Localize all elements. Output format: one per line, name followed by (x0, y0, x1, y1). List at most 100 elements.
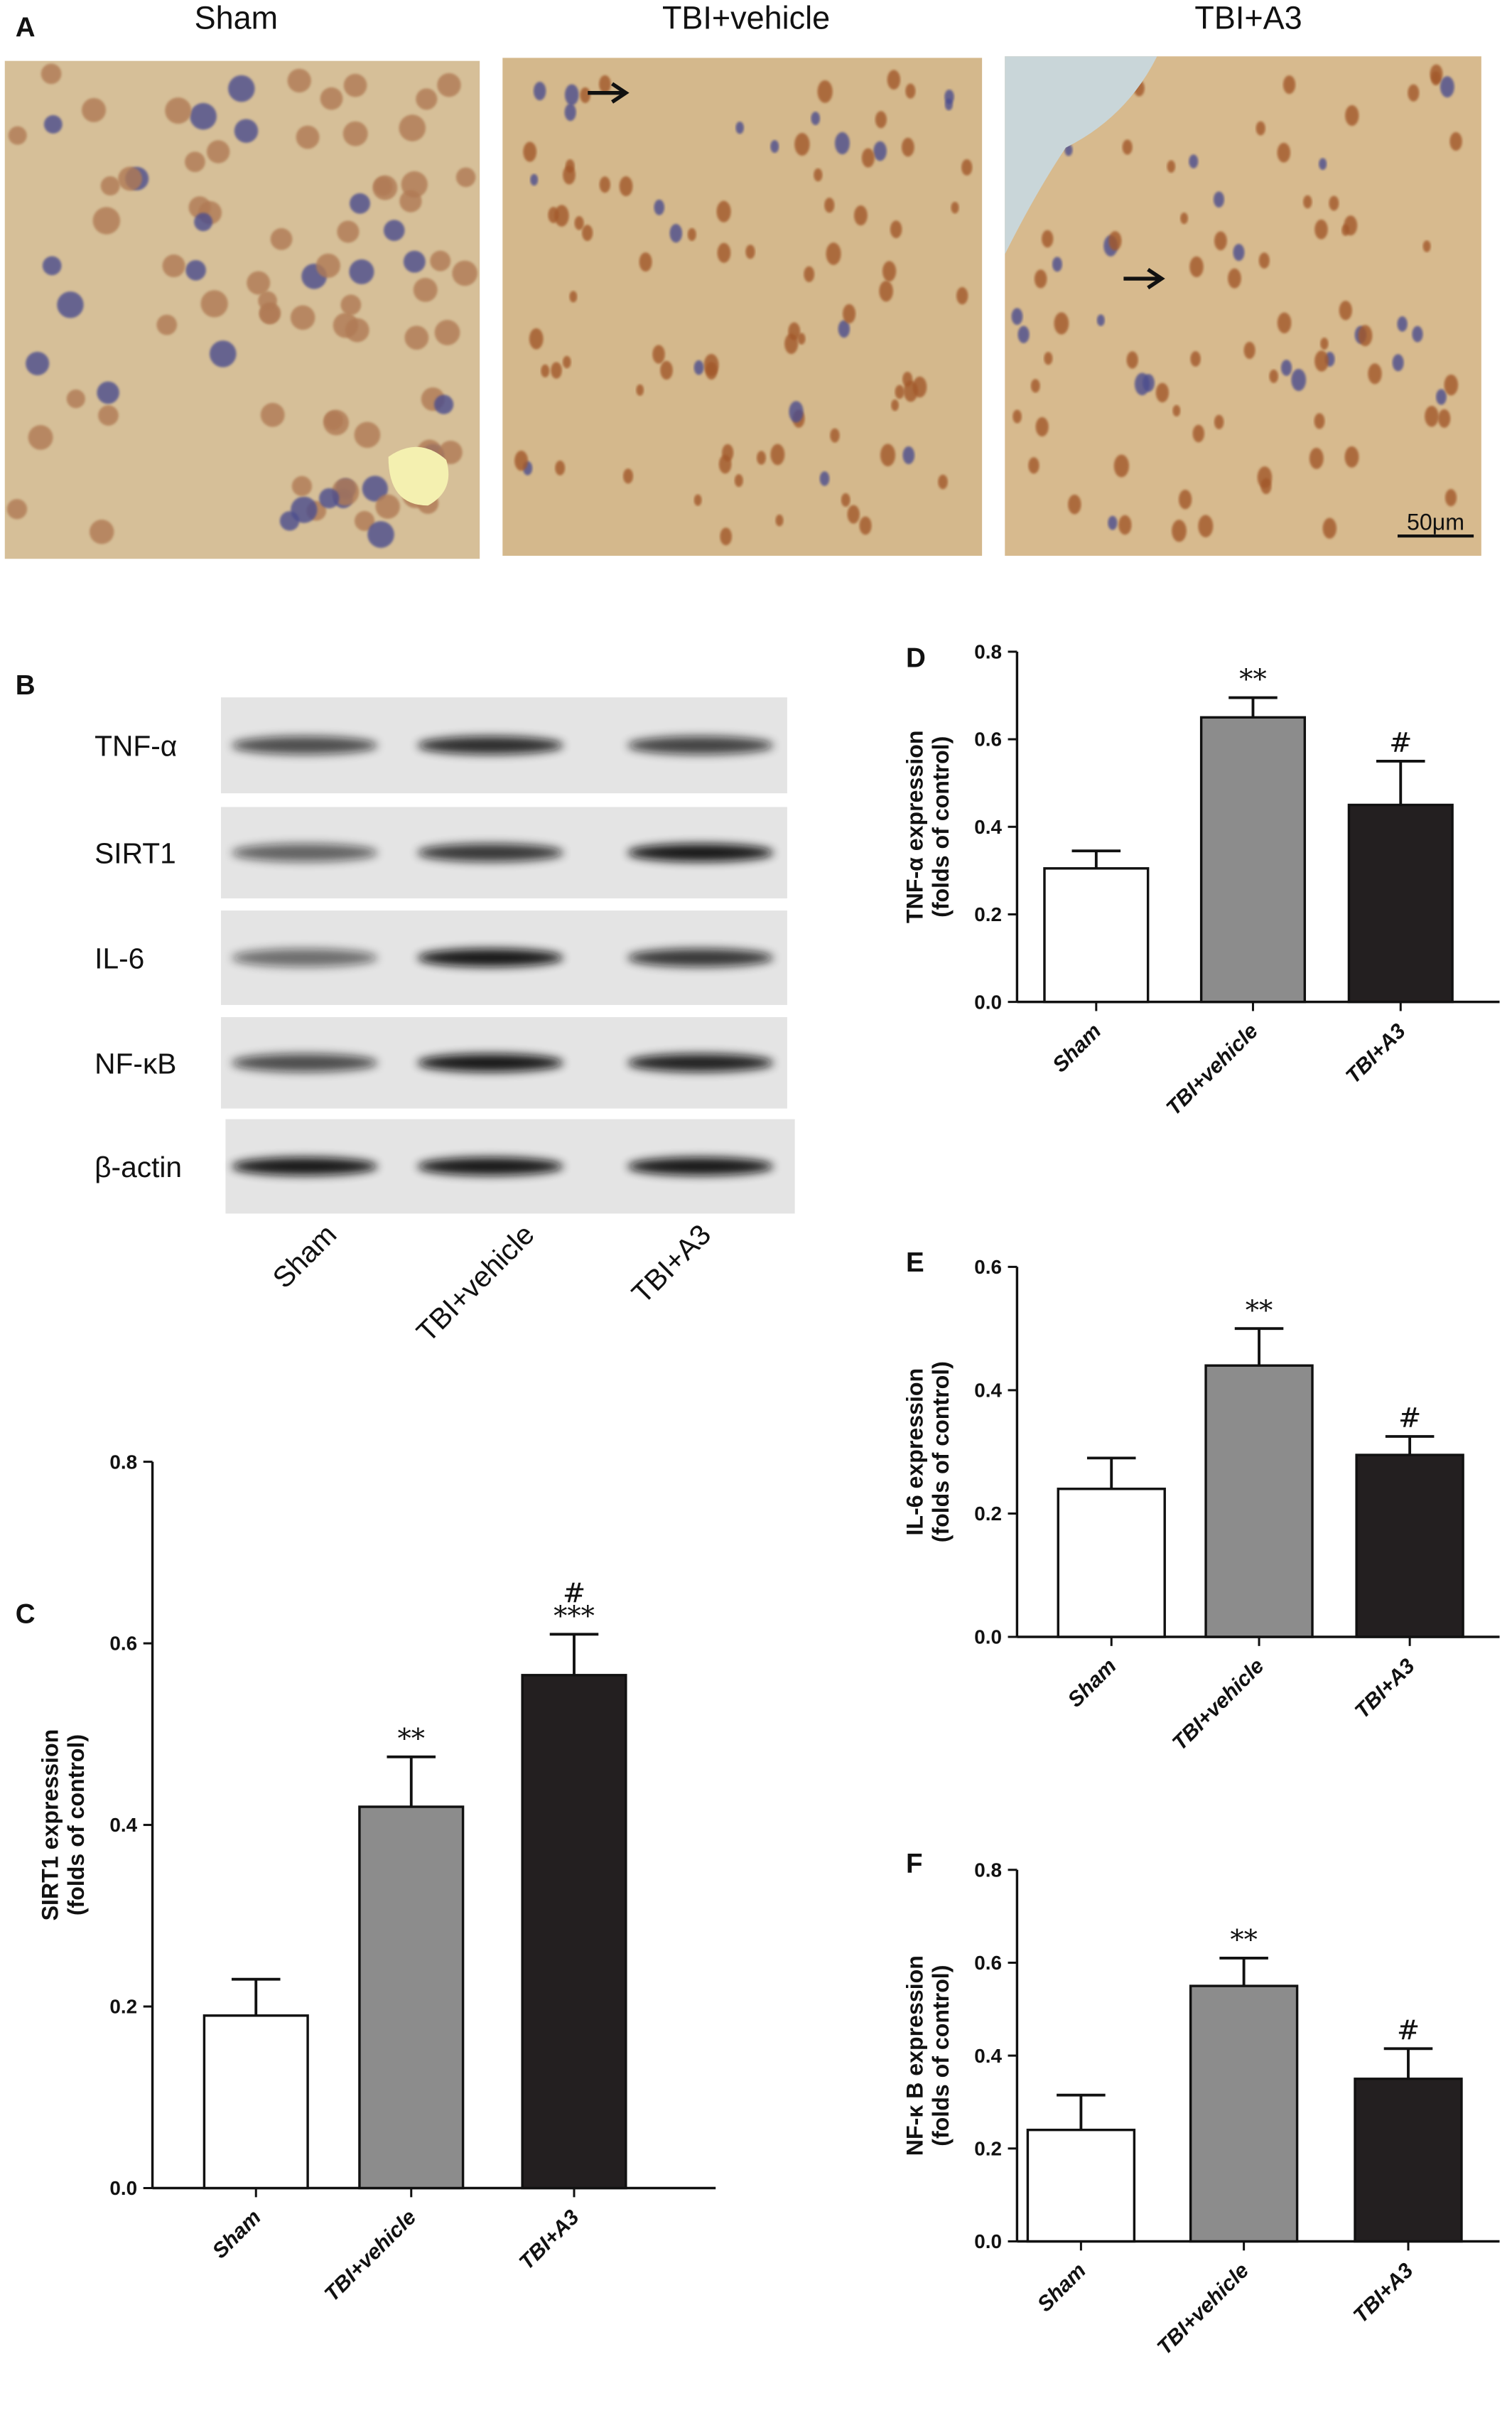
cell (530, 173, 539, 186)
cell (437, 72, 461, 97)
panel-letter: B (16, 670, 36, 701)
panel-letter: F (906, 1849, 923, 1879)
cell (434, 394, 454, 414)
cell (891, 399, 899, 412)
cell (703, 353, 719, 377)
cell (209, 340, 237, 367)
cell (185, 259, 206, 281)
y-axis-label: (folds of control) (928, 1361, 954, 1542)
cell (323, 411, 343, 431)
cell (1412, 326, 1423, 343)
cell (355, 510, 375, 532)
cell (1228, 268, 1241, 289)
cell (194, 213, 212, 232)
cell (1291, 368, 1307, 392)
micrograph (4, 60, 480, 559)
x-tick-label: TBI+vehicle (1168, 1654, 1269, 1755)
cell (1030, 379, 1040, 393)
cell (26, 351, 50, 376)
cell (1054, 312, 1069, 335)
cell (875, 111, 887, 129)
cell (228, 75, 255, 102)
cell (811, 112, 821, 126)
cell (190, 102, 217, 130)
y-tick-label: 0.8 (974, 1859, 1002, 1881)
cell (1214, 231, 1227, 251)
cell (693, 360, 704, 375)
cell (1028, 457, 1040, 474)
cell (1214, 414, 1224, 429)
bar (1347, 803, 1454, 1004)
cell (838, 320, 850, 338)
cell (961, 158, 973, 176)
cell (555, 460, 566, 475)
y-axis-label: SIRT1 expression (38, 1729, 63, 1921)
blot-row-label: β-actin (94, 1151, 182, 1183)
cell (770, 444, 785, 466)
cell (1319, 158, 1327, 171)
cell (1155, 382, 1170, 403)
blot-band (417, 736, 563, 755)
cell (1444, 489, 1457, 507)
cell (1190, 351, 1201, 367)
cell (1017, 326, 1030, 343)
cell (843, 303, 856, 324)
blot-column-label: TBI+A3 (625, 1218, 717, 1309)
cell (399, 114, 426, 141)
cell (775, 514, 784, 527)
y-tick-label: 0.0 (109, 2177, 137, 2199)
cell (1192, 424, 1205, 443)
cell (1422, 240, 1431, 252)
cell (1314, 219, 1328, 240)
cell (1108, 515, 1118, 530)
blot-band (627, 736, 774, 755)
cell (1189, 154, 1199, 168)
cell (1172, 520, 1187, 542)
significance-label: # (1389, 727, 1412, 759)
cell (1180, 213, 1188, 225)
x-tick-label: TBI+A3 (1341, 1019, 1410, 1088)
cell (200, 290, 228, 318)
cell (639, 252, 652, 272)
cell (320, 87, 343, 110)
micrograph-title: Sham (195, 0, 278, 36)
cell (619, 176, 633, 197)
cell (342, 121, 368, 146)
cell (580, 87, 590, 103)
cell (1280, 360, 1292, 376)
cell (1408, 84, 1420, 102)
cell (279, 511, 300, 531)
x-tick-label: TBI+A3 (515, 2205, 584, 2274)
panel-letter: C (16, 1599, 36, 1630)
cell (100, 176, 120, 196)
blot-band (627, 1157, 774, 1176)
y-tick-label: 0.6 (974, 1256, 1002, 1278)
cell (430, 250, 451, 272)
bar (202, 2014, 309, 2190)
cell (1012, 409, 1022, 424)
cell (861, 148, 875, 168)
cell (1344, 446, 1359, 468)
cell (660, 360, 673, 380)
y-tick-label: 0.8 (109, 1451, 137, 1473)
cell (188, 196, 211, 219)
significance-label: # (1397, 2014, 1420, 2046)
cell (890, 220, 902, 239)
cell (770, 140, 779, 154)
cell (814, 168, 823, 182)
cell (1449, 131, 1462, 151)
cell (687, 227, 696, 241)
blot-column-label: TBI+vehicle (410, 1218, 541, 1348)
cell (902, 371, 913, 387)
cell (789, 401, 804, 423)
cell (826, 242, 841, 265)
cell (859, 516, 872, 535)
cell (1113, 454, 1130, 478)
x-tick-label: TBI+vehicle (1162, 1019, 1263, 1120)
cell (734, 474, 743, 488)
cell (819, 471, 830, 486)
cell (290, 305, 315, 331)
cell (562, 355, 571, 369)
